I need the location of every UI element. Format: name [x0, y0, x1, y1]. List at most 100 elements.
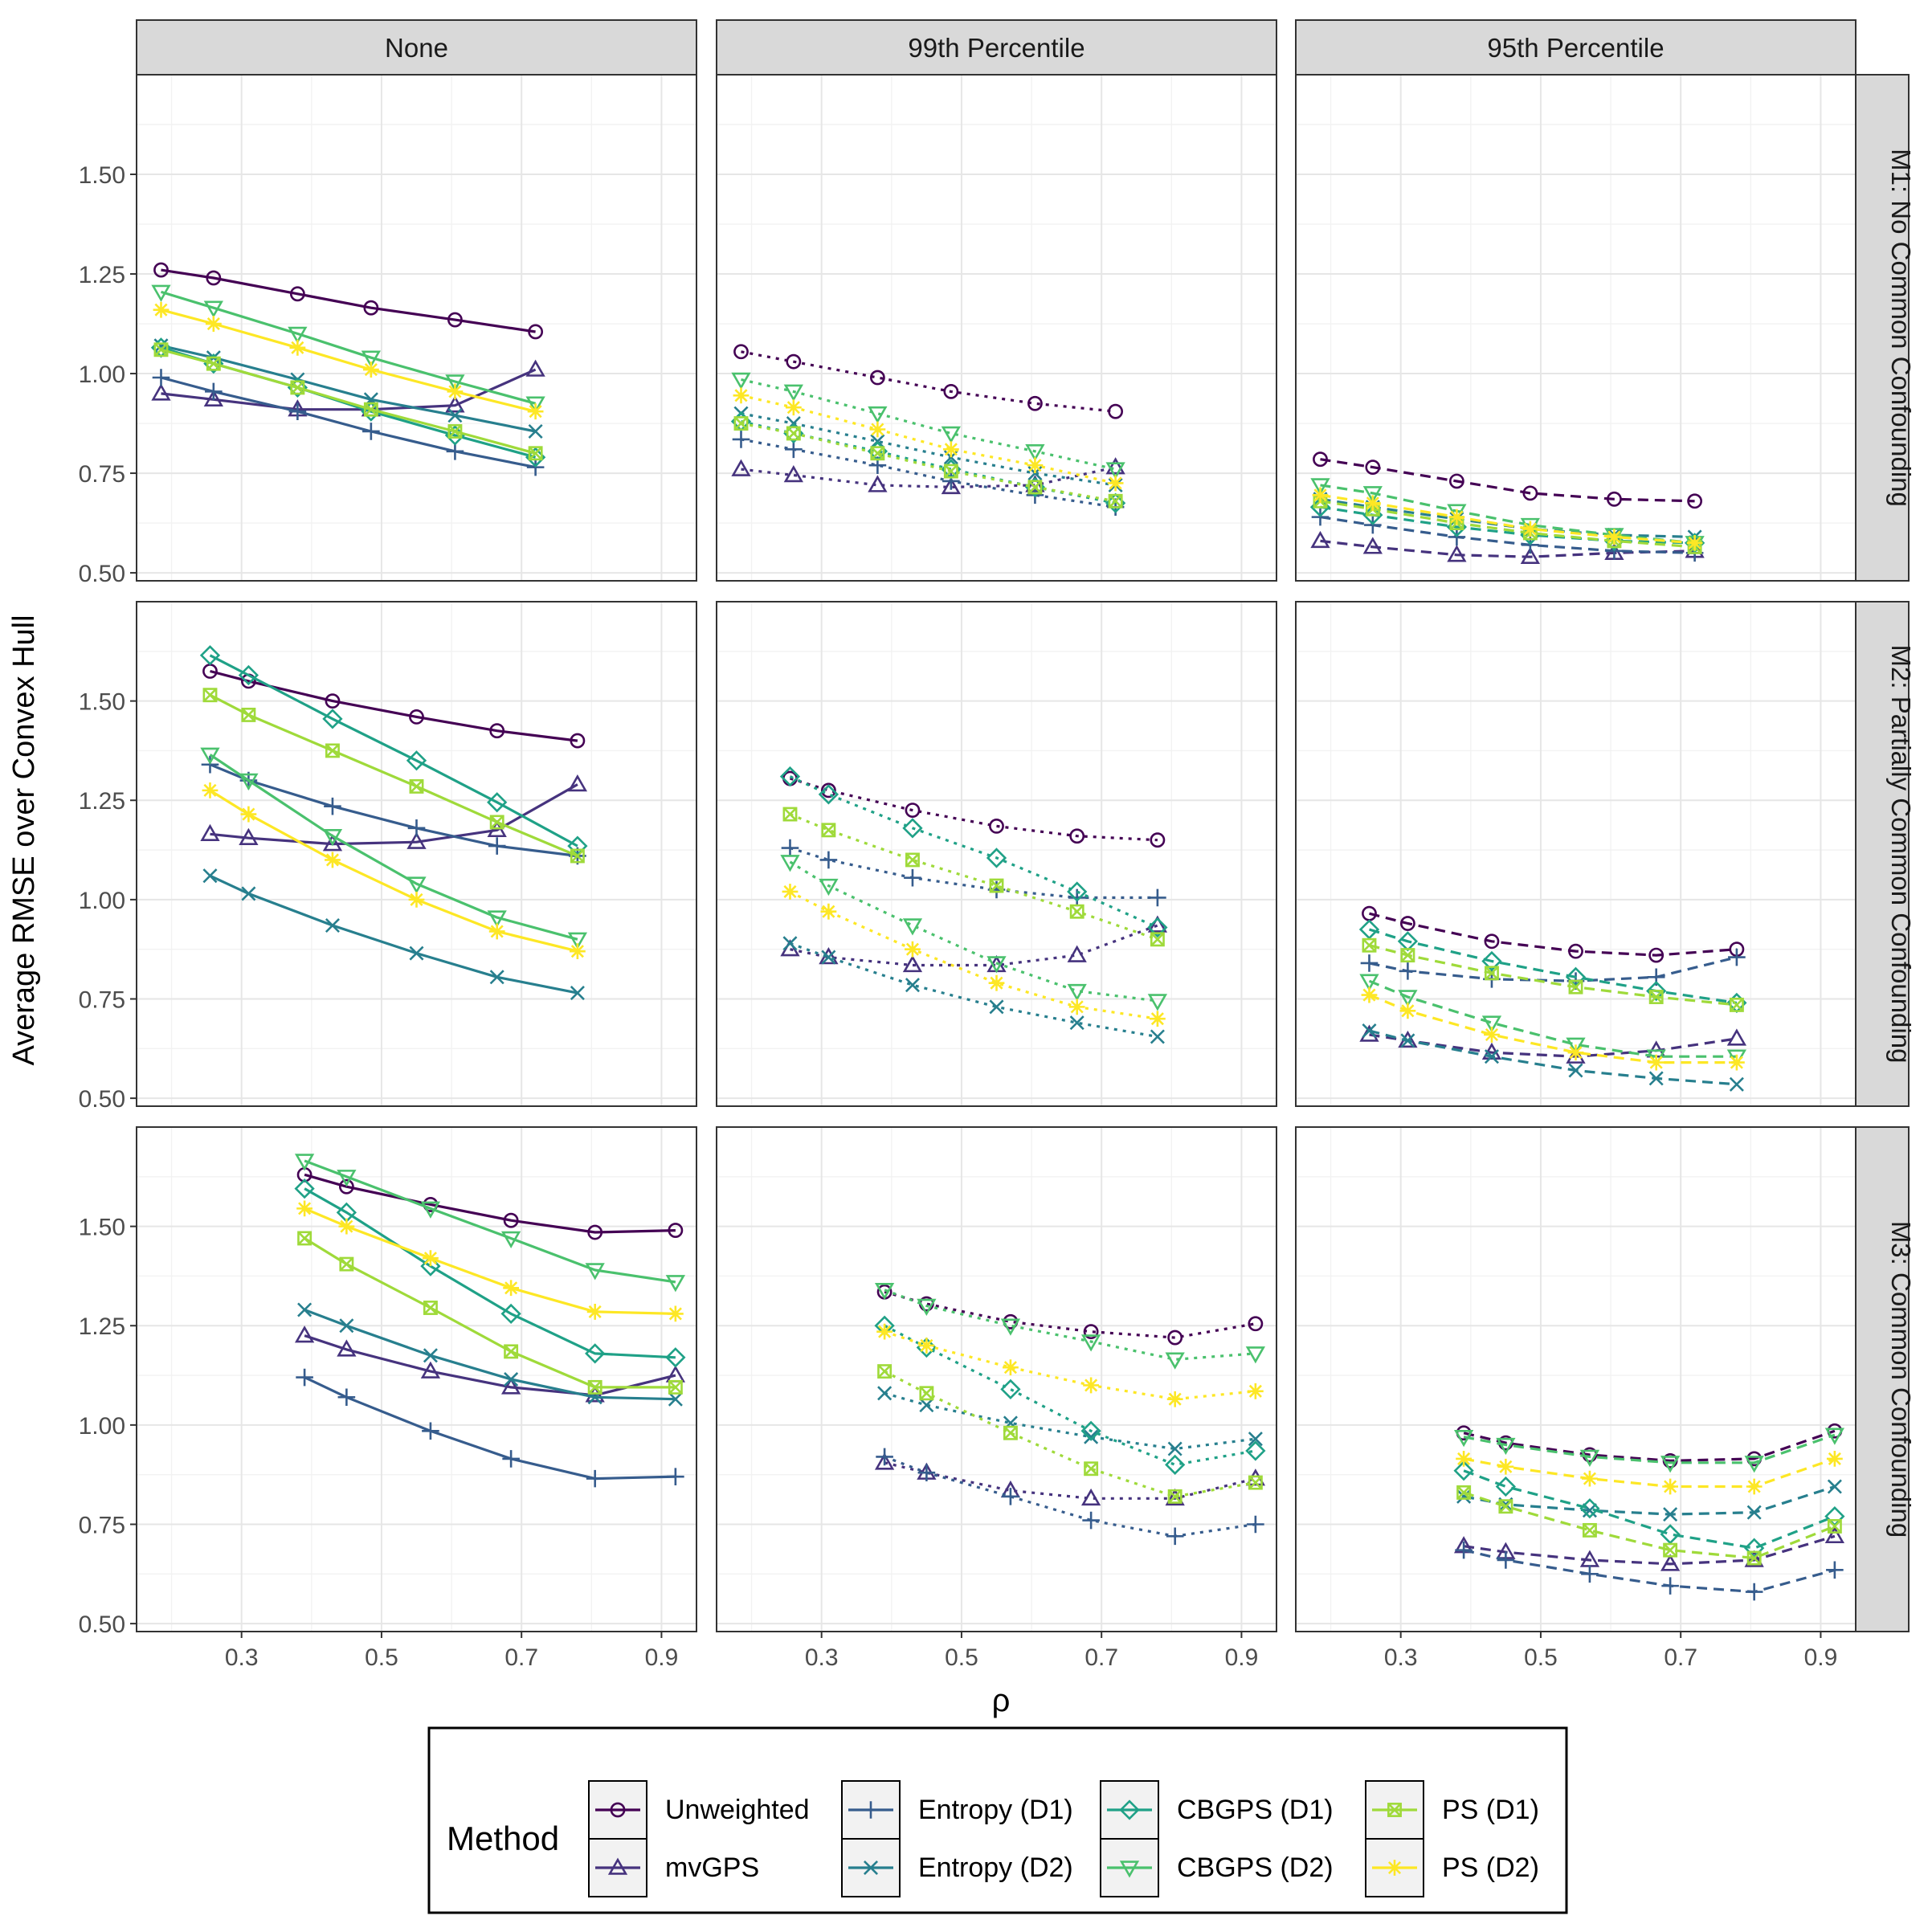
triangle-down-marker — [420, 1201, 441, 1219]
square-cross-lines — [588, 1380, 602, 1395]
panel-r1-c2 — [716, 74, 1277, 582]
asterisk-marker — [338, 1218, 355, 1235]
cross-marker — [423, 1348, 438, 1363]
asterisk-marker — [1456, 1451, 1472, 1467]
column-strip-label: 95th Percentile — [1487, 33, 1664, 63]
circle-marker — [447, 312, 463, 328]
panel-r3-c3 — [1295, 1126, 1857, 1632]
triangle-down-marker — [1105, 462, 1125, 480]
cross-marker — [1084, 1429, 1099, 1444]
y-tick-label: 0.50 — [79, 1086, 125, 1113]
panel-background — [717, 1127, 1276, 1632]
square-marker — [1362, 937, 1377, 953]
asterisk-marker — [918, 1338, 935, 1354]
cross-marker — [863, 1860, 879, 1876]
y-tick-label: 1.25 — [79, 1313, 125, 1340]
y-tick-label: 1.25 — [79, 788, 125, 815]
triangle-down-marker — [868, 406, 888, 424]
triangle-marker — [151, 383, 171, 401]
circle-marker — [668, 1223, 684, 1238]
square-marker — [423, 1301, 438, 1315]
square-cross-lines — [1150, 932, 1165, 946]
asterisk-marker — [1083, 1377, 1100, 1394]
row-strip-label: M2: Partially Common Confounding — [1886, 645, 1916, 1064]
asterisk-marker — [586, 1304, 603, 1320]
square-marker — [1663, 1542, 1678, 1558]
legend-label: Entropy (D2) — [918, 1852, 1073, 1883]
x-tick-label: 0.5 — [365, 1644, 398, 1671]
cross-marker — [1729, 1076, 1744, 1092]
x-tick-label: 0.9 — [645, 1644, 679, 1671]
asterisk-marker — [289, 339, 306, 356]
plus-marker — [586, 1469, 604, 1488]
cross-marker — [1827, 1479, 1842, 1494]
triangle-marker — [203, 389, 223, 407]
series-line — [304, 1334, 676, 1397]
series-line — [1320, 500, 1695, 549]
triangle-marker — [1660, 1554, 1681, 1571]
plus-marker — [324, 797, 341, 815]
circle-marker — [1484, 933, 1500, 950]
circle-marker — [587, 1224, 603, 1240]
asterisk-marker — [1107, 475, 1124, 492]
series-line — [304, 1187, 676, 1359]
square-cross-lines — [782, 807, 798, 822]
diamond-marker — [1067, 881, 1088, 902]
triangle-marker — [1520, 546, 1541, 564]
legend-label: CBGPS (D1) — [1177, 1795, 1334, 1825]
legend-label: PS (D2) — [1442, 1852, 1539, 1883]
series-line — [209, 874, 578, 995]
circle-marker — [570, 733, 586, 749]
panel-r1-c3 — [1295, 74, 1857, 582]
plus-marker — [876, 1448, 893, 1466]
diamond-marker — [1481, 950, 1502, 972]
y-tick-label: 1.50 — [79, 689, 125, 716]
square-marker — [870, 446, 885, 461]
panel-r2-c2 — [716, 601, 1277, 1107]
plus-marker — [1082, 1511, 1100, 1530]
triangle-marker — [1165, 1488, 1185, 1506]
asterisk-marker — [820, 903, 837, 920]
square-marker — [1248, 1475, 1263, 1490]
asterisk-marker — [1728, 1054, 1745, 1071]
cross-marker — [668, 1391, 683, 1407]
plus-marker — [1728, 948, 1746, 966]
circle-marker — [363, 300, 379, 316]
triangle-marker — [1362, 537, 1383, 554]
row-strip-3: M3: Common Confounding — [1855, 1126, 1916, 1632]
panel-border — [716, 601, 1277, 1107]
series-line — [161, 376, 536, 469]
plus-marker — [1581, 1565, 1599, 1583]
triangle-down-marker — [294, 1154, 315, 1171]
square-cross-lines — [409, 779, 424, 794]
square-cross-lines — [1027, 480, 1042, 494]
asterisk-marker — [362, 361, 379, 378]
square-cross-lines — [1248, 1476, 1263, 1490]
triangle-marker — [445, 395, 465, 413]
plus-marker — [337, 1388, 356, 1407]
square-marker — [989, 878, 1004, 893]
diamond-marker — [1579, 1498, 1600, 1519]
asterisk-marker — [1312, 487, 1329, 504]
x-axis-title: ρ — [992, 1683, 1011, 1718]
series-line — [161, 308, 536, 413]
triangle-down-marker — [445, 374, 465, 392]
square-cross-lines — [423, 1301, 438, 1315]
square-marker — [409, 778, 424, 794]
cross-marker — [1069, 1015, 1084, 1031]
asterisk-marker — [153, 301, 170, 318]
square-marker — [297, 1231, 312, 1246]
series-line — [1320, 458, 1695, 503]
strip-background — [1855, 1126, 1910, 1632]
diamond-marker — [665, 1347, 686, 1368]
diamond-marker — [487, 792, 508, 813]
square-cross-lines — [206, 357, 221, 371]
square-cross-lines — [297, 1231, 312, 1246]
triangle-marker — [1105, 457, 1125, 475]
triangle-down-marker — [525, 396, 545, 414]
x-tick-label: 0.3 — [225, 1644, 259, 1671]
circle-marker — [786, 353, 802, 370]
legend-entry: PS (D1) — [1365, 1780, 1539, 1840]
square-marker — [339, 1256, 354, 1272]
diamond-marker — [406, 750, 427, 771]
